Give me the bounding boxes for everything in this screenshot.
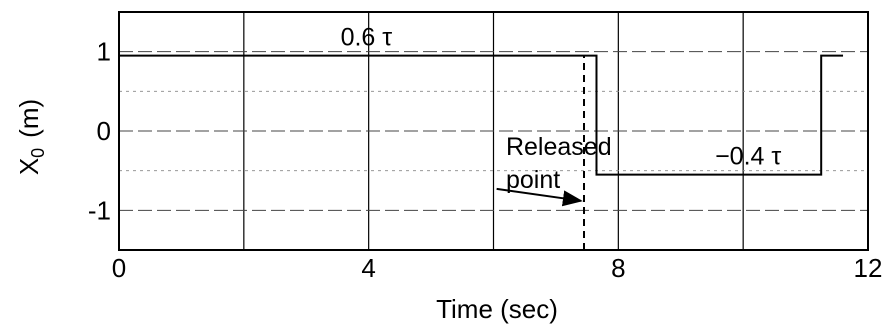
x-tick-label: 8 [611, 253, 625, 283]
y-tick-label: 0 [97, 116, 111, 146]
annotation: 0.6 τ [341, 23, 393, 51]
grid [119, 12, 868, 250]
series-layer [119, 54, 844, 250]
y-axis-ticks: 1 0 -1 [88, 37, 111, 226]
y-axis-label: X0 (m) [14, 99, 48, 175]
annotation: Released [506, 133, 612, 161]
svg-text:X0(m): X0 (m) [14, 99, 48, 175]
x-tick-label: 0 [112, 253, 126, 283]
y-axis-label-unit: (m) [14, 99, 44, 138]
y-tick-label: -1 [88, 195, 111, 225]
series-line [119, 54, 844, 176]
x-axis-label: Time (sec) [436, 294, 558, 324]
y-axis-label-main: X [14, 158, 44, 175]
x-axis-ticks: 0 4 8 12 [112, 253, 883, 283]
y-axis-label-sub: 0 [28, 148, 48, 158]
annotation: point [506, 166, 560, 194]
y-tick-label: 1 [97, 37, 111, 67]
plot-frame [118, 11, 869, 251]
x-tick-label: 12 [854, 253, 883, 283]
annotations: 0.6 τ −0.4 τ Released point [341, 23, 781, 207]
annotation: −0.4 τ [715, 142, 781, 170]
released-point-arrow [496, 187, 583, 207]
x-tick-label: 4 [361, 253, 375, 283]
